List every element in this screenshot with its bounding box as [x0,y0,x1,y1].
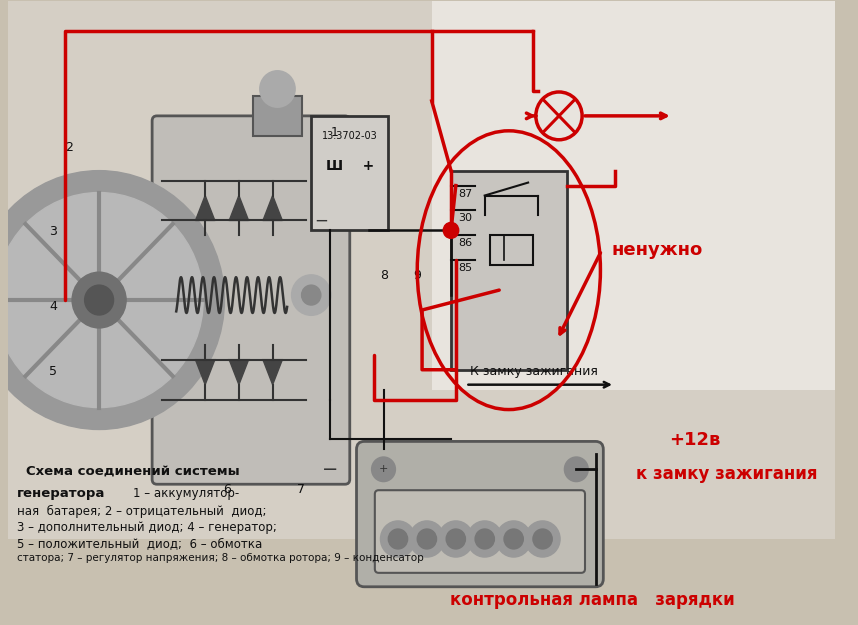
Text: 9: 9 [413,269,421,282]
Text: контрольная лампа   зарядки: контрольная лампа зарядки [450,591,734,609]
Circle shape [444,223,457,238]
Circle shape [533,529,553,549]
Text: 6: 6 [223,483,231,496]
Circle shape [260,71,295,107]
Text: генератора: генератора [17,488,106,500]
Circle shape [0,171,225,429]
Text: 5: 5 [49,365,57,378]
Text: +: + [379,464,388,474]
Bar [432,1,835,389]
FancyBboxPatch shape [152,116,350,484]
Bar [451,171,566,370]
Circle shape [417,529,437,549]
Bar [8,1,835,539]
Circle shape [565,458,588,481]
Text: 2: 2 [65,141,74,154]
Text: 30: 30 [458,213,473,223]
Text: 1: 1 [330,126,338,139]
Polygon shape [196,360,214,384]
Bar [253,96,301,136]
Polygon shape [229,196,249,221]
Circle shape [72,272,126,328]
Text: −: − [314,211,328,229]
Circle shape [301,285,321,305]
Circle shape [444,222,459,238]
Text: 3: 3 [49,225,57,238]
Circle shape [504,529,523,549]
Text: ненужно: ненужно [612,241,703,259]
Circle shape [496,521,531,557]
Circle shape [475,529,494,549]
Bar [490,236,533,265]
Circle shape [438,521,473,557]
FancyBboxPatch shape [375,490,585,573]
Circle shape [446,529,465,549]
Polygon shape [263,360,282,384]
Text: 1 – аккумулятор-: 1 – аккумулятор- [133,488,239,500]
Circle shape [85,285,113,315]
Text: 13.3702-03: 13.3702-03 [322,131,378,141]
Polygon shape [229,360,249,384]
Circle shape [381,521,415,557]
Text: 4: 4 [49,300,57,312]
Polygon shape [263,196,282,221]
Text: +12в: +12в [669,431,721,449]
Text: 87: 87 [458,189,473,199]
Text: 3 – дополнительный диод; 4 – генератор;: 3 – дополнительный диод; 4 – генератор; [17,521,277,534]
Circle shape [525,521,560,557]
Text: 86: 86 [458,238,473,248]
Bar [311,116,389,231]
Text: 7: 7 [297,483,305,496]
Circle shape [468,521,502,557]
Circle shape [372,458,395,481]
Text: Ш    +: Ш + [326,159,374,172]
Text: к замку зажигания: к замку зажигания [636,465,818,483]
Text: −: − [323,460,339,479]
Circle shape [0,192,203,408]
Text: 85: 85 [458,263,473,273]
Circle shape [389,529,408,549]
Text: Схема соединений системы: Схема соединений системы [26,464,239,478]
Circle shape [409,521,444,557]
Text: 5 – положительный  диод;  6 – обмотка: 5 – положительный диод; 6 – обмотка [17,537,263,550]
Polygon shape [196,196,214,221]
FancyBboxPatch shape [357,441,603,587]
Text: 8: 8 [380,269,388,282]
Text: статора; 7 – регулятор напряжения; 8 – обмотка ротора; 9 – конденсатор: статора; 7 – регулятор напряжения; 8 – о… [17,553,424,563]
Text: ная  батарея; 2 – отрицательный  диод;: ная батарея; 2 – отрицательный диод; [17,505,267,518]
Text: К замку зажигания: К замку зажигания [470,365,598,378]
Circle shape [292,275,330,315]
